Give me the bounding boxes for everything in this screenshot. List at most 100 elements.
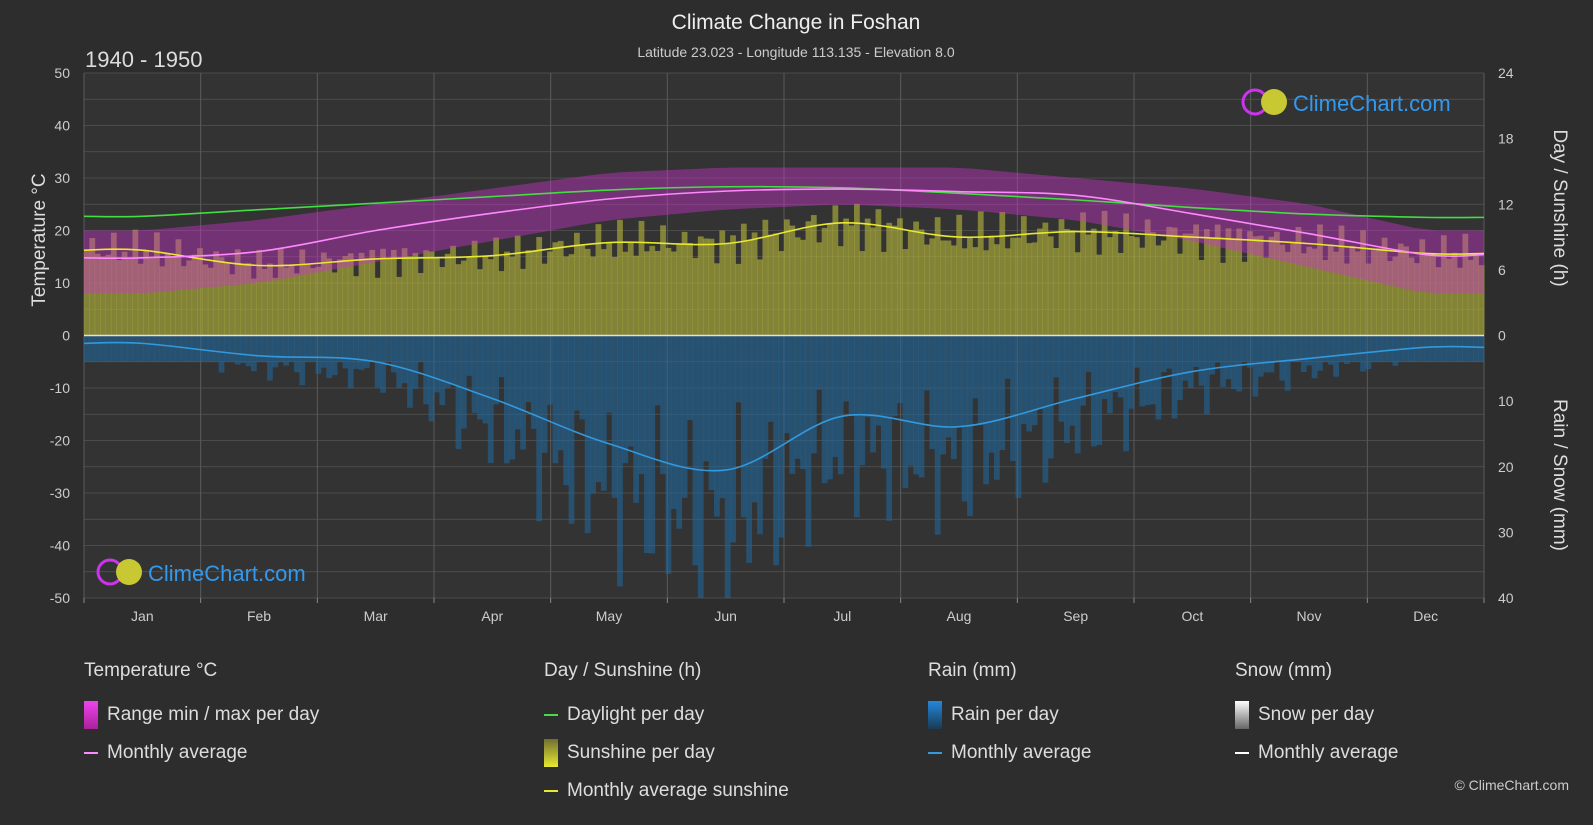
sunshine-day-bar bbox=[1392, 256, 1399, 336]
rain-day-bar bbox=[1327, 335, 1334, 365]
sunshine-day-bar bbox=[837, 246, 844, 336]
sunshine-day-bar bbox=[1370, 250, 1377, 336]
left-axis-label: Temperature °C bbox=[29, 173, 50, 306]
sunshine-day-bar bbox=[229, 274, 236, 336]
rain-day-bar bbox=[1155, 335, 1162, 420]
rain-day-bar bbox=[574, 335, 580, 411]
rain-day-bar bbox=[471, 335, 478, 414]
rain-day-bar bbox=[638, 335, 645, 475]
sunshine-day-bar bbox=[1247, 231, 1253, 336]
legend-daylight: Daylight per day bbox=[544, 696, 789, 734]
rain-day-bar bbox=[1424, 335, 1431, 362]
rain-day-bar bbox=[428, 335, 435, 422]
legend-temp-avg-label: Monthly average bbox=[107, 742, 248, 763]
rain-day-bar bbox=[837, 335, 844, 475]
rain-day-bar bbox=[767, 335, 774, 422]
rain-day-bar bbox=[207, 335, 214, 362]
rain-day-bar bbox=[358, 335, 365, 370]
sunshine-day-bar bbox=[428, 251, 435, 336]
rain-day-bar bbox=[304, 335, 311, 362]
rain-day-bar bbox=[401, 335, 408, 384]
rain-day-bar bbox=[681, 335, 688, 498]
logo-text: ClimeChart.com bbox=[148, 561, 306, 586]
sunshine-day-bar bbox=[272, 277, 279, 336]
rain-day-bar bbox=[859, 335, 866, 466]
sunshine-day-bar bbox=[697, 236, 704, 336]
rain-day-bar bbox=[1010, 335, 1016, 462]
rain-day-bar bbox=[504, 335, 510, 464]
sunshine-day-bar bbox=[1338, 225, 1345, 336]
rain-day-bar bbox=[654, 335, 661, 406]
sunshine-day-bar bbox=[482, 255, 489, 336]
sunshine-day-bar bbox=[983, 250, 990, 336]
rain-day-bar bbox=[1187, 335, 1194, 388]
sunshine-day-bar bbox=[191, 254, 198, 336]
right-top-tick-label: 12 bbox=[1498, 196, 1514, 212]
sunshine-day-bar bbox=[315, 266, 322, 336]
rain-day-bar bbox=[1069, 335, 1076, 426]
sunshine-day-bar bbox=[218, 257, 225, 336]
logo-top[interactable]: ClimeChart.com bbox=[1241, 88, 1451, 116]
rain-day-bar bbox=[477, 335, 483, 420]
rain-day-bar bbox=[600, 335, 607, 491]
sunshine-day-bar bbox=[1317, 224, 1323, 336]
sunshine-day-bar bbox=[132, 229, 139, 336]
rain-day-bar bbox=[337, 335, 343, 362]
rain-day-bar bbox=[283, 335, 290, 366]
rain-day-bar bbox=[1344, 335, 1350, 365]
rain-day-bar bbox=[757, 335, 763, 535]
legend-sun: Day / Sunshine (h) Daylight per day Suns… bbox=[544, 660, 789, 810]
sunshine-day-bar bbox=[924, 244, 930, 336]
sunshine-day-bar bbox=[342, 256, 349, 336]
rain-day-bar bbox=[1387, 335, 1393, 362]
rain-day-bar bbox=[1354, 335, 1361, 362]
legend-sunshine-label: Sunshine per day bbox=[567, 742, 715, 763]
rain-day-bar bbox=[1182, 335, 1189, 381]
rain-day-bar bbox=[1338, 335, 1345, 362]
sunshine-day-bar bbox=[778, 251, 785, 336]
rain-day-bar bbox=[229, 335, 236, 362]
sunshine-day-bar bbox=[310, 268, 316, 336]
rain-day-bar bbox=[848, 335, 855, 416]
rain-day-bar bbox=[1160, 335, 1167, 373]
rain-day-bar bbox=[105, 335, 112, 362]
rain-day-bar bbox=[622, 335, 629, 464]
sunshine-day-bar bbox=[455, 264, 462, 336]
sunshine-day-bar bbox=[530, 250, 537, 336]
rain-day-bar bbox=[1457, 335, 1463, 362]
month-tick-label: Mar bbox=[364, 608, 388, 624]
rain-day-bar bbox=[331, 335, 338, 376]
sunshine-day-bar bbox=[283, 267, 290, 336]
sunshine-day-bar bbox=[1031, 242, 1038, 336]
sunshine-day-bar bbox=[261, 268, 268, 336]
rain-day-bar bbox=[627, 335, 634, 447]
rain-day-bar bbox=[924, 335, 930, 391]
rain-day-bar bbox=[460, 335, 467, 429]
rain-day-bar bbox=[1236, 335, 1243, 392]
legend-sunshine-avg-label: Monthly average sunshine bbox=[567, 780, 789, 801]
sunshine-day-bar bbox=[1112, 231, 1119, 336]
rain-day-bar bbox=[810, 335, 817, 454]
sunshine-day-bar bbox=[1182, 233, 1189, 336]
sunshine-day-bar bbox=[1360, 230, 1366, 336]
sunshine-day-bar bbox=[746, 240, 753, 336]
right-bottom-axis-label: Rain / Snow (mm) bbox=[1549, 399, 1570, 551]
legend-rain-avg-label: Monthly average bbox=[951, 742, 1092, 763]
rain-day-bar bbox=[886, 335, 893, 521]
rain-day-bar bbox=[175, 335, 182, 362]
legend-temp-range: Range min / max per day bbox=[84, 696, 319, 734]
rain-day-bar bbox=[547, 335, 553, 405]
logo-bottom[interactable]: ClimeChart.com bbox=[96, 558, 306, 586]
rain-day-bar bbox=[100, 335, 106, 362]
sunshine-day-bar bbox=[1295, 226, 1302, 336]
legend-rain-per-day-label: Rain per day bbox=[951, 704, 1059, 725]
sunshine-day-bar bbox=[918, 229, 925, 336]
sunshine-day-bar bbox=[864, 218, 871, 336]
sunshine-day-bar bbox=[1376, 248, 1383, 336]
rain-day-bar bbox=[1290, 335, 1296, 362]
sunshine-day-bar bbox=[326, 258, 333, 336]
rain-day-bar bbox=[154, 335, 160, 362]
sunshine-day-bar bbox=[1462, 233, 1469, 336]
sunshine-day-bar bbox=[902, 249, 909, 336]
daylight-line bbox=[83, 185, 1485, 219]
